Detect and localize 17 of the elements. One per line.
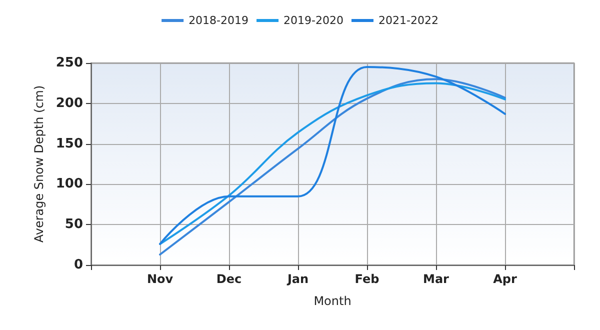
y-tick-label: 50 xyxy=(64,217,83,232)
legend-label: 2018-2019 xyxy=(188,14,249,27)
y-tick-label: 150 xyxy=(56,136,83,152)
y-tick-label: 100 xyxy=(56,176,83,192)
legend-label: 2021-2022 xyxy=(378,14,438,27)
x-tick-label: Jan xyxy=(286,272,309,286)
y-tick-label: 250 xyxy=(56,56,83,70)
y-tick-label: 200 xyxy=(56,96,83,111)
x-tick-label: Nov xyxy=(146,272,174,286)
x-tick-label: Mar xyxy=(423,272,450,286)
legend-label: 2019-2020 xyxy=(284,14,344,27)
x-tick-label: Dec xyxy=(216,272,242,286)
x-tick-label: Apr xyxy=(493,272,517,286)
x-tick-label: Feb xyxy=(354,272,380,286)
y-tick-label: 0 xyxy=(74,258,83,272)
x-axis-title: Month xyxy=(314,294,352,308)
y-axis-title: Average Snow Depth (cm) xyxy=(32,85,46,243)
